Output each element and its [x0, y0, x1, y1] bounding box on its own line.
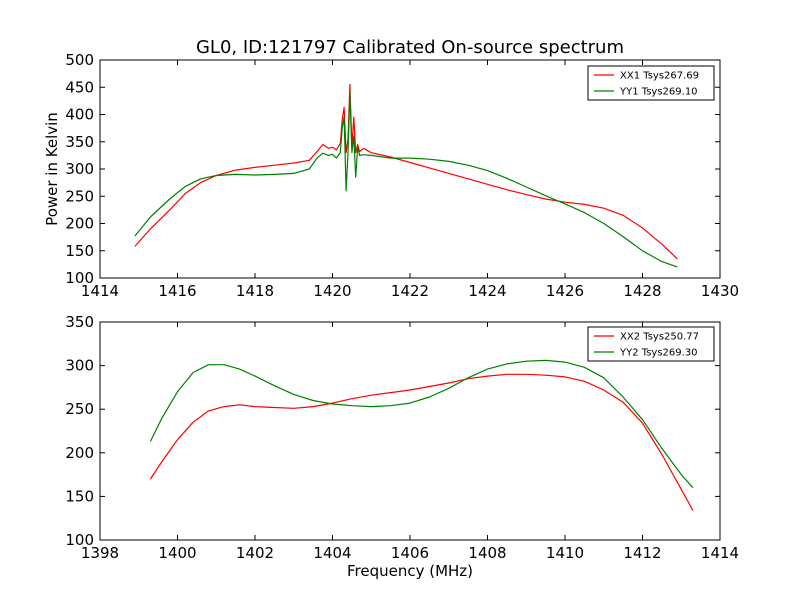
x-axis-title: Frequency (MHz) — [347, 562, 473, 580]
x-tick-label: 1424 — [468, 282, 506, 300]
x-tick-label: 1430 — [701, 282, 739, 300]
y-tick-label: 100 — [65, 269, 94, 287]
x-tick-label: 1400 — [158, 544, 196, 562]
x-tick-label: 1412 — [623, 544, 661, 562]
y-tick-label: 400 — [65, 106, 94, 124]
x-tick-label: 1398 — [81, 544, 119, 562]
x-tick-label: 1404 — [313, 544, 351, 562]
y-tick-label: 350 — [65, 133, 94, 151]
series-line-yy2 — [149, 359, 694, 489]
x-tick-label: 1410 — [546, 544, 584, 562]
x-tick-label: 1422 — [391, 282, 429, 300]
y-axis-title: Power in Kelvin — [43, 112, 61, 226]
x-tick-label: 1406 — [391, 544, 429, 562]
y-tick-label: 500 — [65, 51, 94, 69]
x-tick-label: 1414 — [701, 544, 739, 562]
x-tick-label: 1428 — [623, 282, 661, 300]
legend: XX1 Tsys267.69 YY1 Tsys269.10 — [587, 65, 715, 101]
legend-label: XX1 Tsys267.69 — [620, 71, 699, 82]
x-tick-label: 1426 — [546, 282, 584, 300]
y-tick-label: 200 — [65, 444, 94, 462]
legend-box — [587, 65, 715, 101]
x-tick-label: 1414 — [81, 282, 119, 300]
figure-title: GL0, ID:121797 Calibrated On-source spec… — [196, 37, 624, 58]
y-tick-label: 350 — [65, 313, 94, 331]
y-tick-label: 300 — [65, 160, 94, 178]
legend-label: XX2 Tsys250.77 — [620, 332, 699, 343]
y-tick-label: 200 — [65, 215, 94, 233]
series-line-xx2 — [149, 373, 694, 511]
y-tick-label: 250 — [65, 400, 94, 418]
y-tick-label: 450 — [65, 78, 94, 96]
y-tick-label: 250 — [65, 187, 94, 205]
x-tick-label: 1408 — [468, 544, 506, 562]
y-tick-label: 300 — [65, 357, 94, 375]
x-tick-label: 1418 — [236, 282, 274, 300]
y-tick-label: 100 — [65, 531, 94, 549]
top-chart: 1414 1416 1418 1420 1422 1424 1426 1428 1430 100 1… — [43, 51, 739, 300]
series-line-yy1 — [134, 92, 678, 268]
legend-label: YY1 Tsys269.10 — [619, 87, 698, 98]
x-tick-label: 1420 — [313, 282, 351, 300]
bottom-chart: 1398 1400 1402 1404 1406 1408 1410 1412 1414 100 1… — [65, 313, 739, 580]
y-tick-label: 150 — [65, 242, 94, 260]
y-tick-label: 150 — [65, 487, 94, 505]
legend-label: YY2 Tsys269.30 — [619, 348, 698, 359]
legend-box — [587, 326, 715, 362]
legend: XX2 Tsys250.77 YY2 Tsys269.30 — [587, 326, 715, 362]
x-tick-label: 1416 — [158, 282, 196, 300]
x-tick-label: 1402 — [236, 544, 274, 562]
